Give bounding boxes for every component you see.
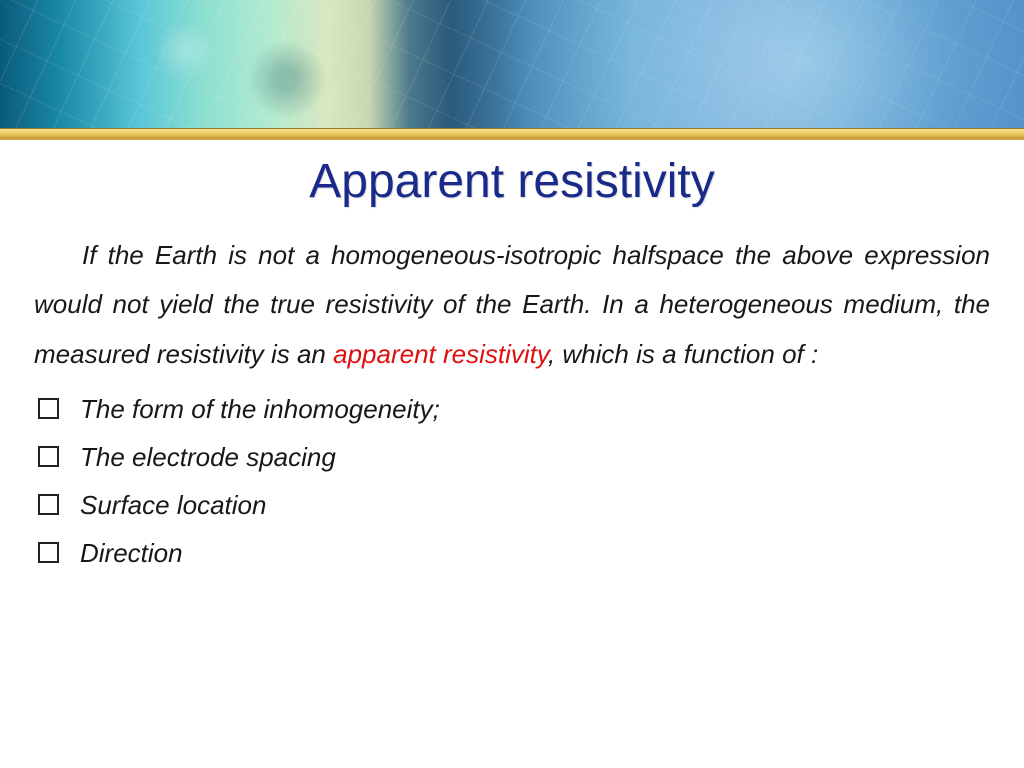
list-item: Direction bbox=[34, 529, 990, 577]
slide-title: Apparent resistivity bbox=[0, 154, 1024, 209]
intro-highlight: apparent resistivity bbox=[333, 339, 548, 369]
header-banner bbox=[0, 0, 1024, 128]
bullet-list: The form of the inhomogeneity; The elect… bbox=[34, 385, 990, 577]
list-item: Surface location bbox=[34, 481, 990, 529]
intro-text-after: , which is a function of : bbox=[548, 339, 818, 369]
list-item: The electrode spacing bbox=[34, 433, 990, 481]
list-item: The form of the inhomogeneity; bbox=[34, 385, 990, 433]
slide-content: If the Earth is not a homogeneous-isotro… bbox=[0, 209, 1024, 578]
gold-divider bbox=[0, 128, 1024, 140]
intro-paragraph: If the Earth is not a homogeneous-isotro… bbox=[34, 231, 990, 379]
